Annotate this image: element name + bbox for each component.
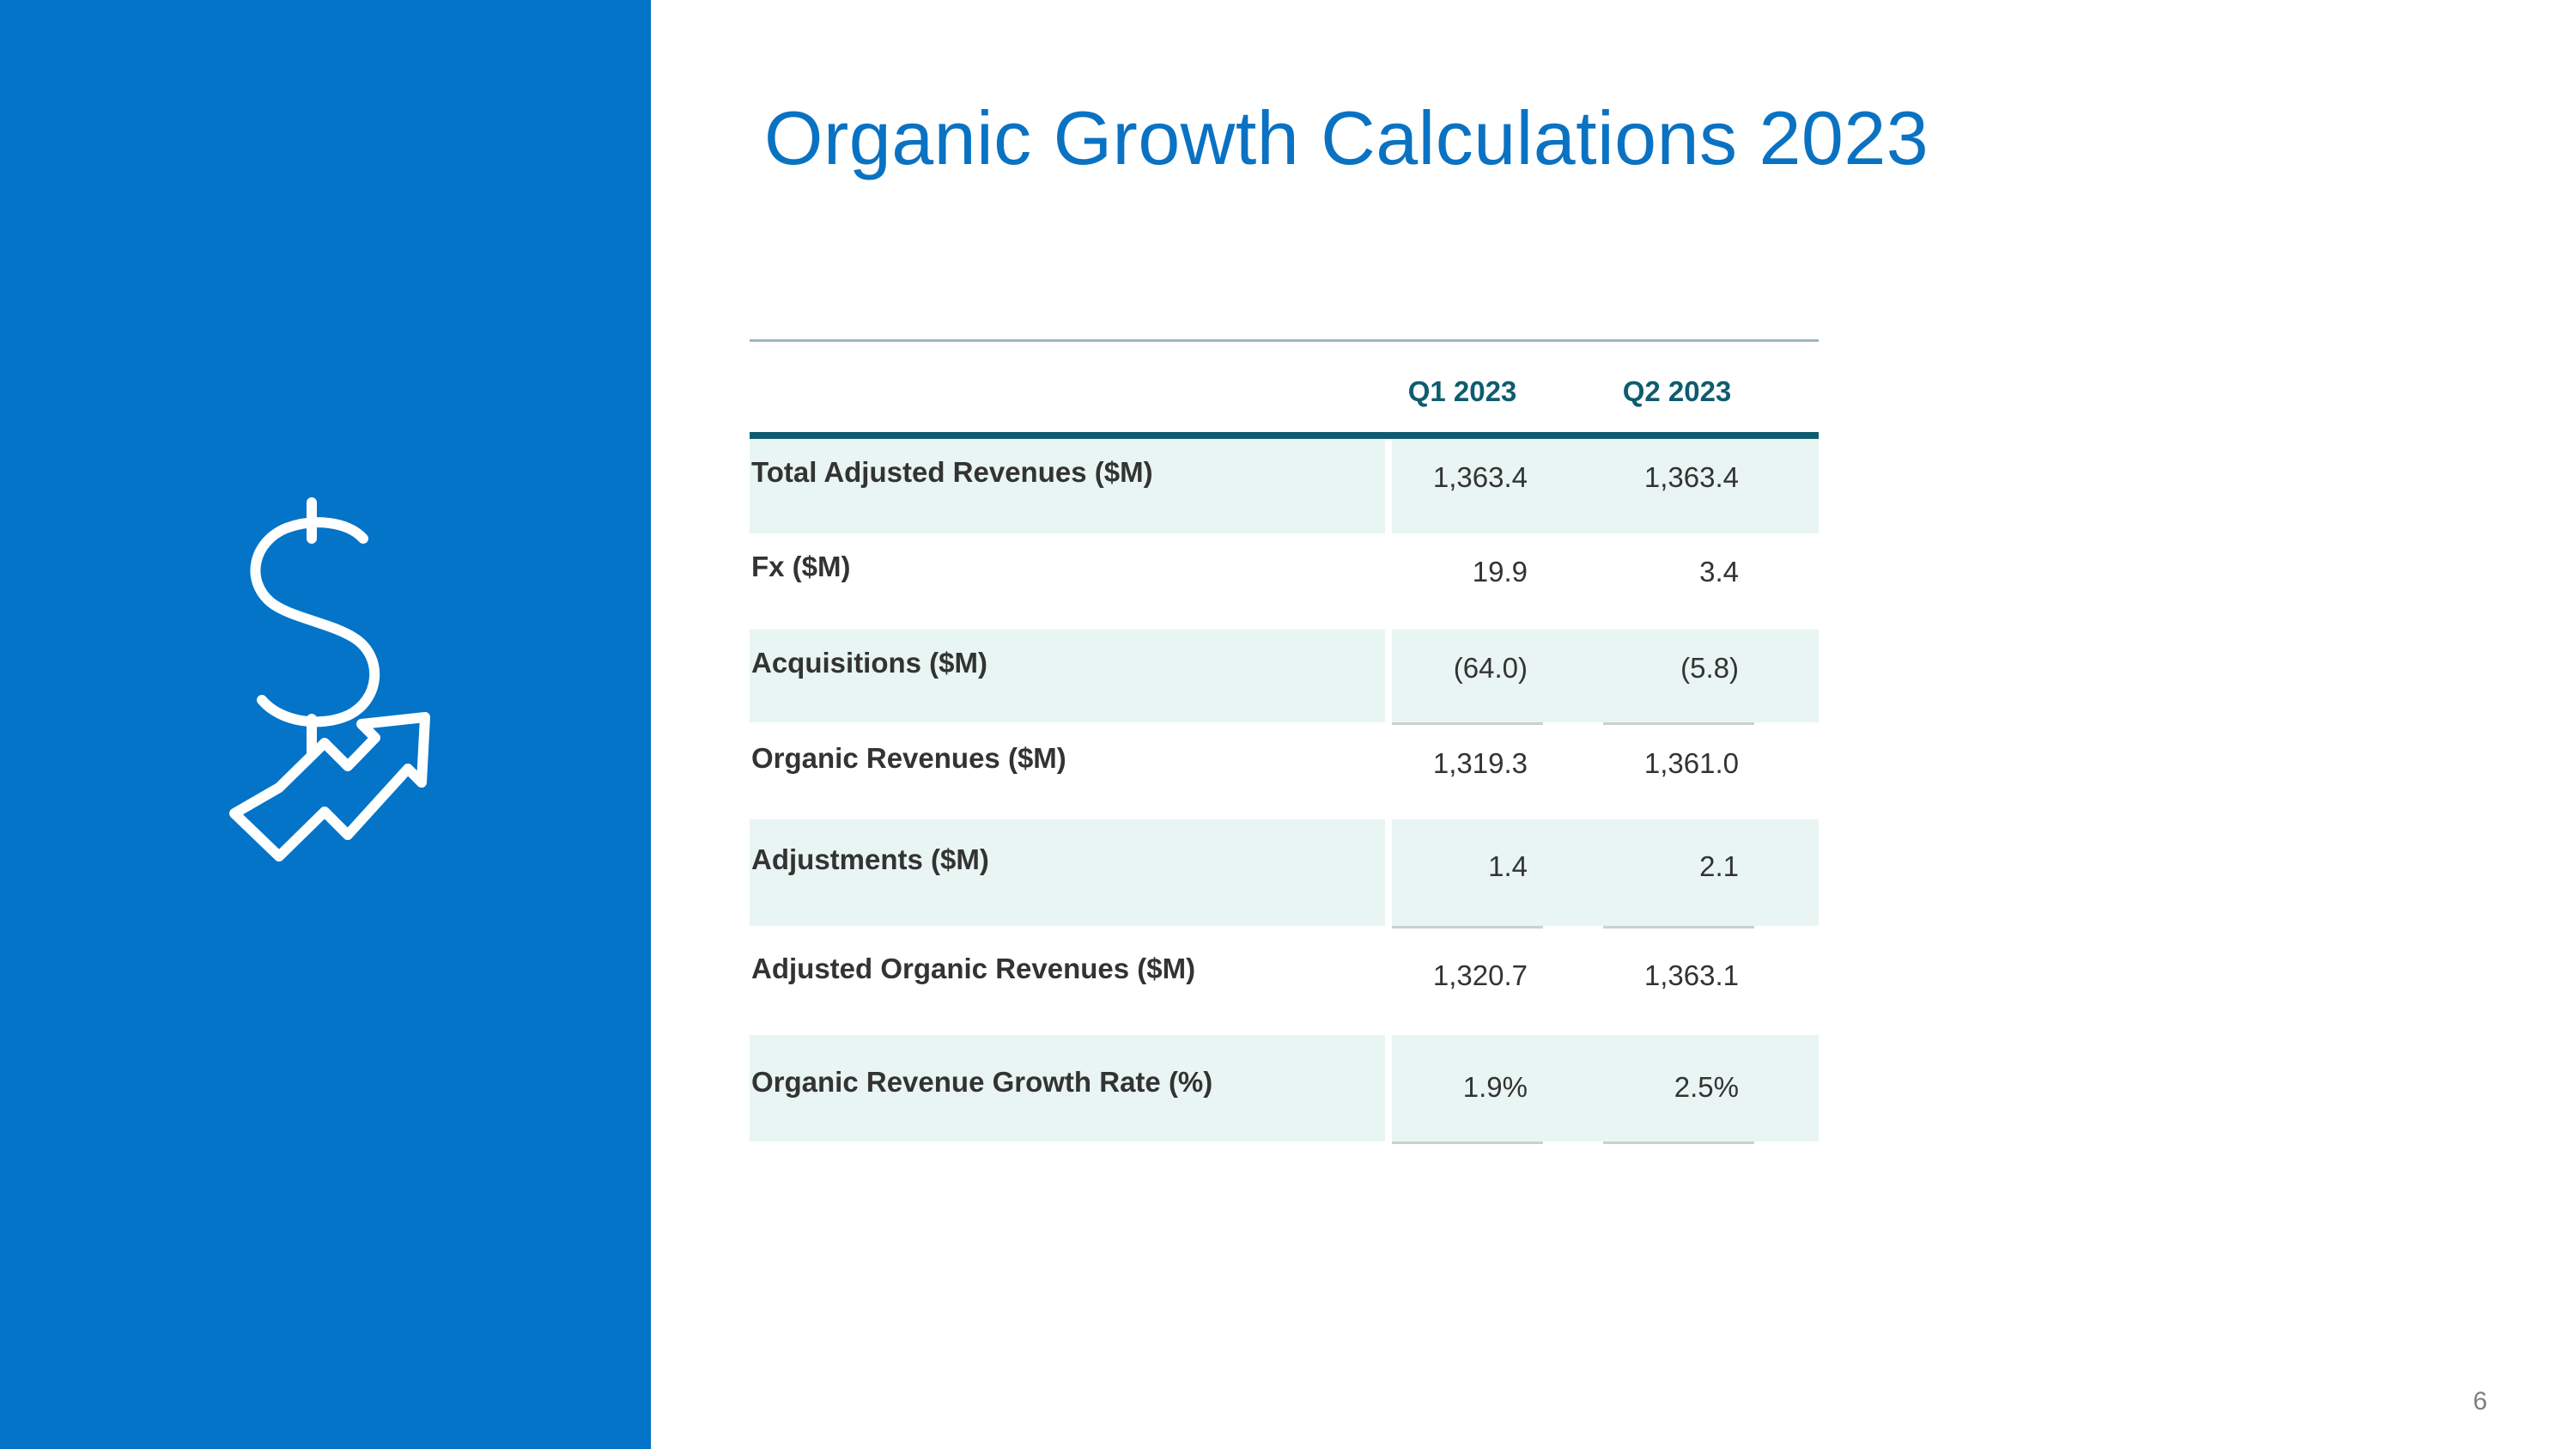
table-row: Organic Revenue Growth Rate (%) 1.9% 2.5… [750,1035,1819,1144]
row-value-q1: (64.0) [1392,630,1543,722]
table-top-rule [750,339,1819,342]
row-value-q2: 1,363.1 [1643,959,1739,991]
page-number: 6 [2473,1387,2488,1416]
row-label: Fx ($M) [751,551,851,582]
row-label: Organic Revenue Growth Rate (%) [750,1035,1385,1142]
row-value-q2: 2.5% [1603,1035,1754,1142]
subtotal-underline [1603,722,1754,725]
table-row: Total Adjusted Revenues ($M) 1,363.4 1,3… [750,439,1819,533]
row-label: Organic Revenues ($M) [751,742,1066,774]
row-label: Adjusted Organic Revenues ($M) [751,953,1196,984]
subtotal-underline [1392,926,1543,928]
header-divider [750,432,1819,439]
row-label: Acquisitions ($M) [750,630,1385,722]
row-label: Total Adjusted Revenues ($M) [750,439,1385,533]
subtotal-underline [1603,926,1754,928]
row-value-q1: 1,319.3 [1432,747,1528,779]
table-row: Acquisitions ($M) (64.0) (5.8) [750,630,1819,725]
row-value-q1: 1.9% [1392,1035,1543,1142]
row-label: Adjustments ($M) [750,819,1385,926]
total-underline [1603,1142,1754,1144]
table-row: Fx ($M) 19.9 3.4 [750,533,1819,630]
row-value-q2: 2.1 [1603,819,1754,926]
row-value-q2: 3.4 [1699,556,1739,588]
row-value-q1: 1,363.4 [1392,439,1543,533]
column-header-q1: Q1 2023 [1407,375,1517,407]
row-value-q1: 19.9 [1472,556,1528,588]
dollar-growth-arrow-icon [219,494,468,863]
sidebar-panel [0,0,651,1449]
row-value-q2: (5.8) [1603,630,1754,722]
page-title: Organic Growth Calculations 2023 [764,95,1929,180]
row-value-q1: 1,320.7 [1432,959,1528,991]
total-underline [1392,1142,1543,1144]
column-header-q2: Q2 2023 [1622,375,1732,407]
row-value-q2: 1,361.0 [1643,747,1739,779]
table-row: Organic Revenues ($M) 1,319.3 1,361.0 [750,725,1819,819]
row-value-q1: 1.4 [1392,819,1543,926]
table-row: Adjustments ($M) 1.4 2.1 [750,819,1819,928]
subtotal-underline [1392,722,1543,725]
table-row: Adjusted Organic Revenues ($M) 1,320.7 1… [750,928,1819,1035]
row-value-q2: 1,363.4 [1603,439,1754,533]
